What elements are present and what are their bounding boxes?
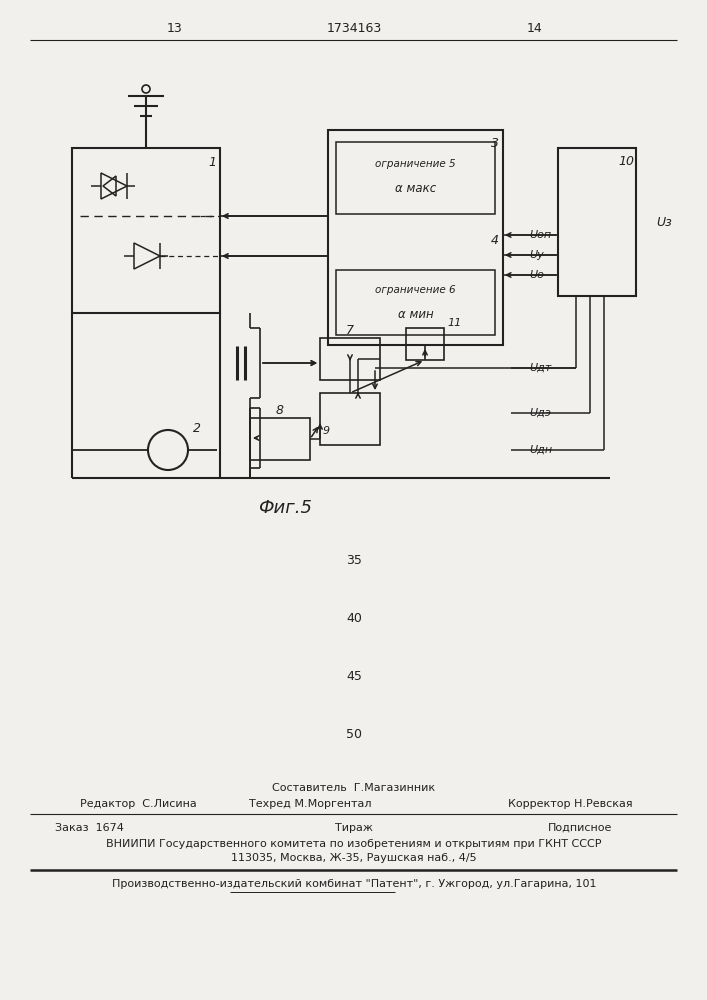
Text: Корректор Н.Ревская: Корректор Н.Ревская: [508, 799, 632, 809]
Text: 113035, Москва, Ж-35, Раушская наб., 4/5: 113035, Москва, Ж-35, Раушская наб., 4/5: [231, 853, 477, 863]
Bar: [336, 270, 495, 335]
Bar: [320, 338, 380, 380]
Text: ограничение 6: ограничение 6: [375, 285, 456, 295]
Text: α мин: α мин: [397, 308, 433, 320]
Text: α макс: α макс: [395, 182, 436, 196]
Text: Редактор  С.Лисина: Редактор С.Лисина: [80, 799, 197, 809]
Text: Uз: Uз: [656, 216, 672, 229]
Bar: [328, 130, 503, 345]
Text: 35: 35: [346, 554, 362, 566]
Text: ограничение 5: ограничение 5: [375, 159, 456, 169]
Text: 50: 50: [346, 728, 362, 740]
Text: Фиг.5: Фиг.5: [258, 499, 312, 517]
Text: 8: 8: [276, 403, 284, 416]
Text: Uу: Uу: [529, 250, 544, 260]
Text: Uоп: Uоп: [529, 230, 551, 240]
Text: Uдн: Uдн: [529, 445, 552, 455]
Text: Uдэ: Uдэ: [529, 408, 551, 418]
Bar: [320, 393, 380, 445]
Bar: [558, 148, 636, 296]
Text: 2: 2: [193, 422, 201, 434]
Text: 40: 40: [346, 611, 362, 624]
Text: Заказ  1674: Заказ 1674: [55, 823, 124, 833]
Bar: [250, 418, 310, 460]
Text: 14: 14: [527, 21, 543, 34]
Text: 3: 3: [491, 137, 499, 150]
Text: 7: 7: [346, 324, 354, 336]
Text: Подписное: Подписное: [548, 823, 612, 833]
Text: 4: 4: [491, 233, 499, 246]
Text: 13: 13: [167, 21, 183, 34]
Bar: [406, 328, 444, 360]
Text: Uдт: Uдт: [529, 363, 551, 373]
Text: Тираж: Тираж: [335, 823, 373, 833]
Text: 45: 45: [346, 670, 362, 682]
Text: 1: 1: [208, 156, 216, 169]
Text: 1734163: 1734163: [327, 21, 382, 34]
Text: 11: 11: [447, 318, 461, 328]
Text: 9: 9: [323, 426, 330, 436]
Bar: [72, 148, 220, 313]
Text: Техред М.Моргентал: Техред М.Моргентал: [249, 799, 371, 809]
Text: Uо: Uо: [529, 270, 544, 280]
Text: ВНИИПИ Государственного комитета по изобретениям и открытиям при ГКНТ СССР: ВНИИПИ Государственного комитета по изоб…: [106, 839, 602, 849]
Bar: [336, 142, 495, 214]
Text: Составитель  Г.Магазинник: Составитель Г.Магазинник: [272, 783, 436, 793]
Text: 10: 10: [618, 155, 634, 168]
Text: Производственно-издательский комбинат "Патент", г. Ужгород, ул.Гагарина, 101: Производственно-издательский комбинат "П…: [112, 879, 596, 889]
